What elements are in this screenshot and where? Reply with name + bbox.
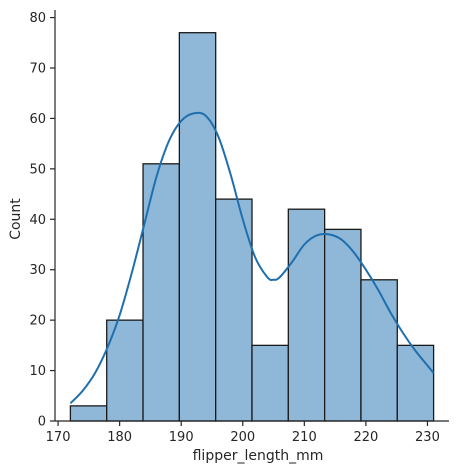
histogram-bar-6: [251, 344, 289, 422]
x-axis-ticks: 170 180 190 200 210 220 230: [46, 421, 440, 445]
histogram-bars: [69, 32, 435, 422]
histogram-bar-5: [215, 198, 253, 422]
x-tick-label: 170: [46, 430, 71, 445]
x-tick-label: 180: [107, 430, 132, 445]
histogram-bar-10: [396, 344, 435, 422]
y-tick-label: 0: [38, 415, 46, 430]
x-tick-label: 210: [292, 430, 317, 445]
x-axis-label: flipper_length_mm: [193, 448, 324, 464]
y-tick-label: 50: [29, 162, 46, 177]
histogram-bar-8: [323, 228, 362, 422]
y-tick-label: 20: [29, 314, 46, 329]
histogram-bar-3: [142, 163, 181, 422]
histogram-bar-7: [287, 208, 326, 422]
y-tick-label: 70: [29, 61, 46, 76]
y-axis-label: Count: [8, 198, 24, 240]
x-tick-label: 230: [415, 430, 440, 445]
y-axis-ticks: 0 10 20 30 40 50 60 70 80: [29, 11, 55, 430]
y-tick-label: 10: [29, 364, 46, 379]
y-tick-label: 40: [29, 213, 46, 228]
histogram-bar-1: [69, 405, 108, 422]
y-tick-label: 80: [29, 11, 46, 26]
histogram-bar-9: [360, 279, 398, 422]
y-tick-label: 60: [29, 112, 46, 127]
y-tick-label: 30: [29, 263, 46, 278]
histogram-bar-4: [178, 32, 217, 422]
x-tick-label: 200: [230, 430, 255, 445]
x-tick-label: 220: [353, 430, 378, 445]
kde-curve: [69, 111, 435, 405]
x-tick-label: 190: [169, 430, 194, 445]
